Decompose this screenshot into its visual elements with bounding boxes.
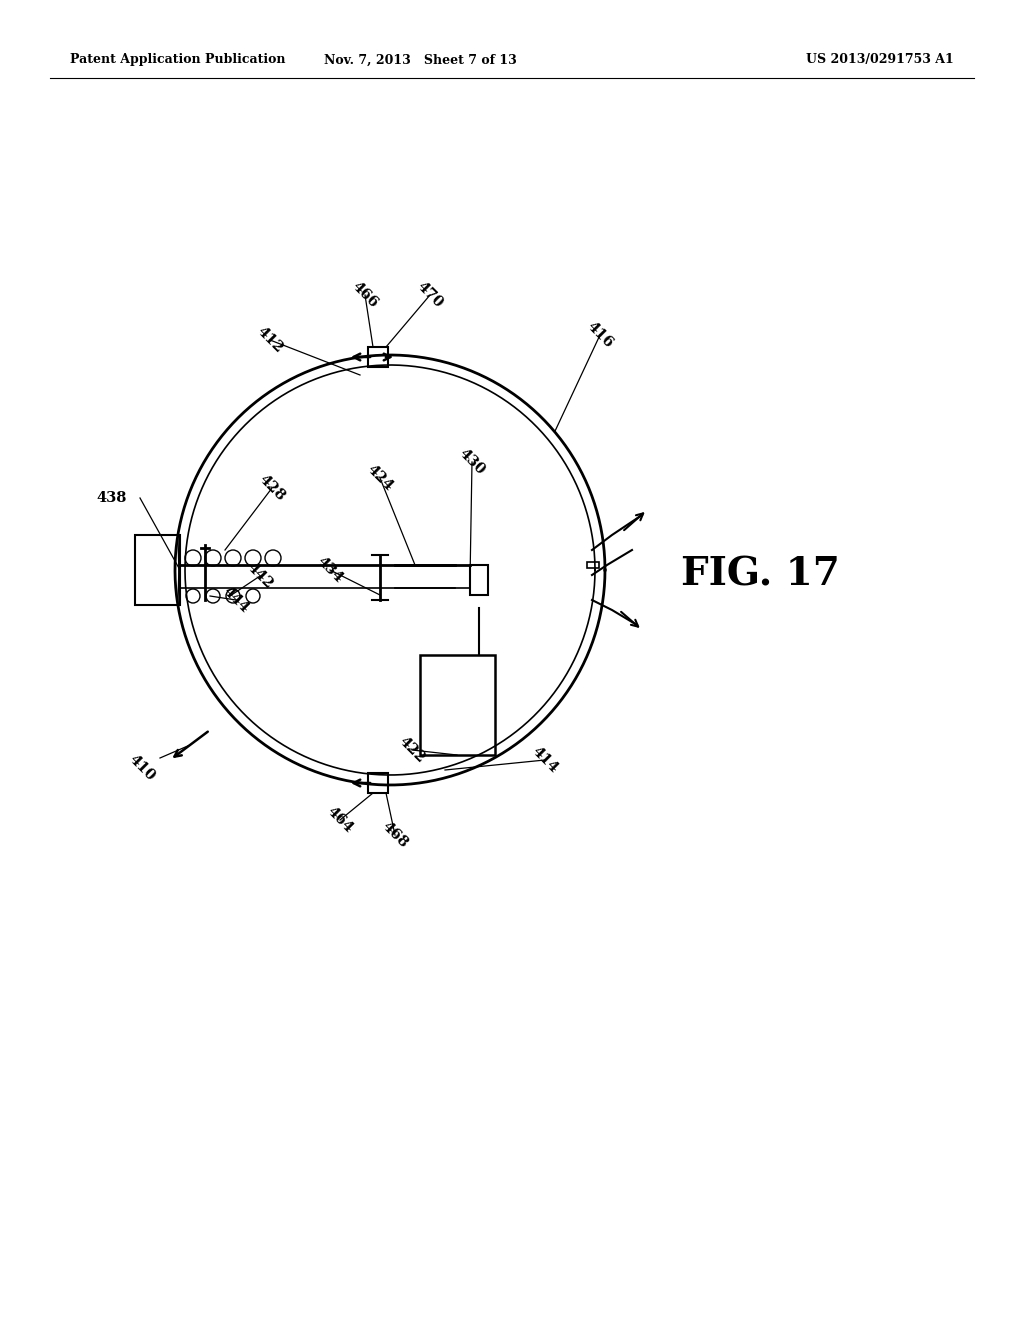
Text: 412: 412 xyxy=(254,325,286,356)
Text: 410: 410 xyxy=(126,752,158,784)
Text: US 2013/0291753 A1: US 2013/0291753 A1 xyxy=(806,54,954,66)
Bar xyxy=(368,774,388,793)
Text: 424: 424 xyxy=(365,462,395,494)
Text: 468: 468 xyxy=(379,820,411,850)
Text: 416: 416 xyxy=(585,319,615,351)
Bar xyxy=(368,347,388,367)
Text: 442: 442 xyxy=(245,560,275,591)
Text: 466: 466 xyxy=(349,280,381,310)
Bar xyxy=(135,535,180,605)
Text: 434: 434 xyxy=(314,554,346,586)
Bar xyxy=(587,562,599,568)
Text: 470: 470 xyxy=(415,280,445,310)
Text: 438: 438 xyxy=(97,491,127,506)
Text: 444: 444 xyxy=(220,585,252,615)
Bar xyxy=(420,655,495,755)
Text: FIG. 17: FIG. 17 xyxy=(681,556,840,594)
Text: Nov. 7, 2013   Sheet 7 of 13: Nov. 7, 2013 Sheet 7 of 13 xyxy=(324,54,516,66)
Text: 464: 464 xyxy=(325,804,355,836)
Text: 422: 422 xyxy=(396,734,428,766)
Bar xyxy=(470,565,488,595)
Text: 428: 428 xyxy=(256,473,288,504)
Text: 430: 430 xyxy=(457,446,487,478)
Text: Patent Application Publication: Patent Application Publication xyxy=(70,54,286,66)
Text: 414: 414 xyxy=(529,744,561,776)
